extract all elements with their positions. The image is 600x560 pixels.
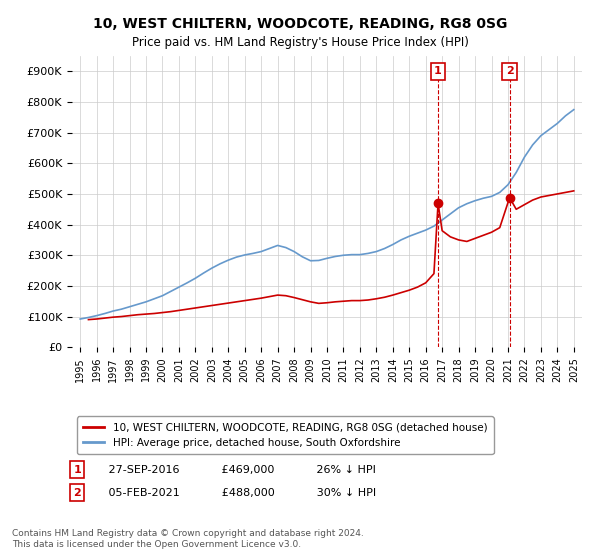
- Text: 1: 1: [73, 464, 81, 474]
- Text: Price paid vs. HM Land Registry's House Price Index (HPI): Price paid vs. HM Land Registry's House …: [131, 36, 469, 49]
- Text: 1: 1: [434, 66, 442, 76]
- Text: 2: 2: [506, 66, 514, 76]
- Text: Contains HM Land Registry data © Crown copyright and database right 2024.
This d: Contains HM Land Registry data © Crown c…: [12, 529, 364, 549]
- Legend: 10, WEST CHILTERN, WOODCOTE, READING, RG8 0SG (detached house), HPI: Average pri: 10, WEST CHILTERN, WOODCOTE, READING, RG…: [77, 417, 493, 454]
- Text: 10, WEST CHILTERN, WOODCOTE, READING, RG8 0SG: 10, WEST CHILTERN, WOODCOTE, READING, RG…: [93, 17, 507, 31]
- Text: 27-SEP-2016            £469,000            26% ↓ HPI: 27-SEP-2016 £469,000 26% ↓ HPI: [97, 464, 376, 474]
- Text: 2: 2: [73, 488, 81, 498]
- Text: 05-FEB-2021            £488,000            30% ↓ HPI: 05-FEB-2021 £488,000 30% ↓ HPI: [97, 488, 376, 498]
